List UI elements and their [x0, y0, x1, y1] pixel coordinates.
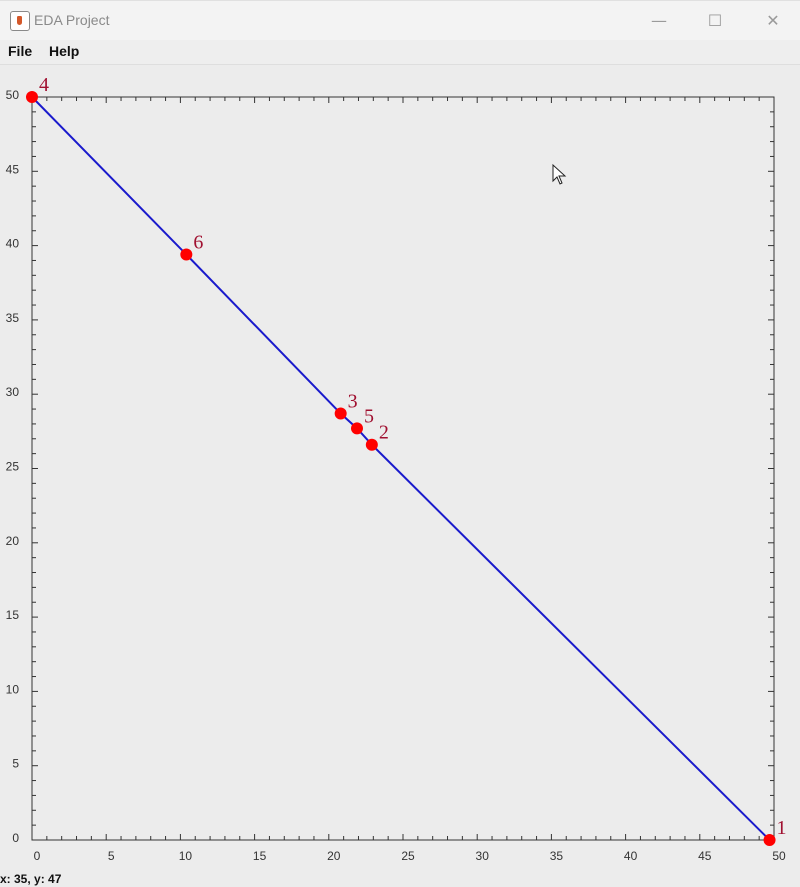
y-tick-label: 30 — [6, 385, 20, 399]
point-label-5: 5 — [364, 405, 374, 427]
data-point-1 — [763, 834, 776, 846]
close-button[interactable]: ✕ — [750, 1, 796, 39]
x-tick-label: 35 — [550, 849, 564, 863]
y-tick-label: 50 — [6, 88, 20, 102]
minimize-icon: — — [651, 10, 667, 30]
y-tick-label: 25 — [6, 460, 20, 474]
x-tick-label: 50 — [772, 849, 786, 863]
point-label-2: 2 — [379, 422, 389, 444]
y-tick-label: 35 — [6, 311, 20, 325]
maximize-icon: ☐ — [707, 10, 723, 30]
y-tick-label: 5 — [12, 757, 19, 771]
x-tick-label: 40 — [624, 849, 638, 863]
mouse-cursor-icon — [552, 163, 567, 185]
data-point-5 — [350, 422, 363, 435]
y-tick-label: 10 — [6, 682, 20, 696]
maximize-button[interactable]: ☐ — [692, 1, 738, 39]
x-tick-label: 15 — [253, 849, 267, 863]
data-point-4 — [26, 91, 38, 103]
y-tick-label: 20 — [6, 534, 20, 548]
x-tick-label: 30 — [476, 849, 490, 863]
window-title: EDA Project — [34, 12, 110, 28]
x-tick-label: 45 — [698, 849, 712, 863]
y-tick-label: 40 — [6, 237, 20, 251]
minimize-button[interactable]: — — [636, 1, 682, 39]
data-point-6 — [180, 248, 193, 261]
point-label-6: 6 — [193, 232, 203, 254]
menu-bar: File Help — [0, 40, 800, 65]
series-line — [31, 96, 771, 841]
data-point-2 — [365, 438, 378, 451]
y-tick-label: 15 — [6, 608, 20, 622]
y-tick-label: 45 — [6, 162, 20, 176]
y-tick-label: 0 — [12, 831, 19, 845]
point-label-4: 4 — [39, 74, 49, 96]
menu-file[interactable]: File — [8, 43, 33, 59]
point-label-3: 3 — [348, 391, 358, 413]
x-tick-label: 10 — [179, 849, 193, 863]
title-bar: EDA Project — ☐ ✕ — [0, 0, 800, 41]
x-tick-label: 20 — [327, 849, 341, 863]
close-icon: ✕ — [766, 10, 780, 30]
plot-frame — [31, 96, 775, 841]
x-tick-label: 25 — [401, 849, 415, 863]
point-label-1: 1 — [777, 817, 787, 839]
x-tick-label: 5 — [108, 849, 115, 863]
menu-help[interactable]: Help — [49, 43, 80, 59]
plot-canvas[interactable]: 0 5 10 15 20 25 30 35 40 45 5005101520253035404550… — [0, 65, 800, 872]
data-point-3 — [334, 407, 347, 420]
java-app-icon — [10, 11, 30, 31]
x-tick-label: 0 — [34, 849, 41, 863]
cursor-coordinates: x: 35, y: 47 — [0, 872, 62, 886]
